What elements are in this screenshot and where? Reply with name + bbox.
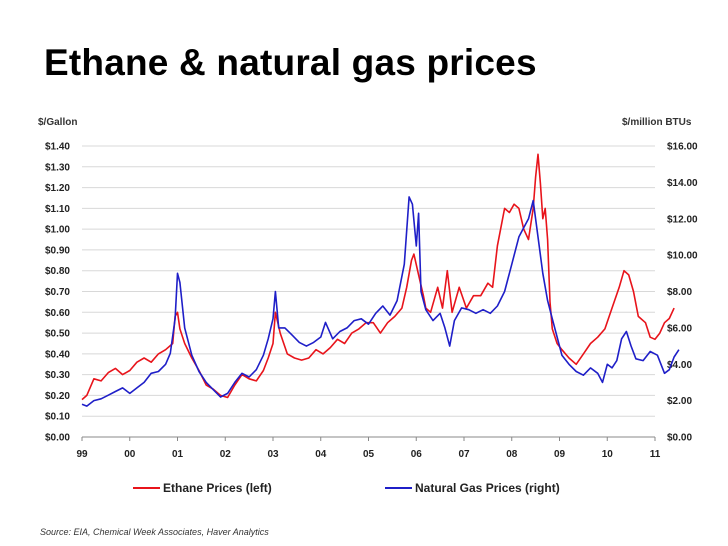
natural-gas-price-line <box>81 196 680 407</box>
left-tick-label: $0.50 <box>45 329 70 340</box>
left-tick-label: $0.10 <box>45 412 70 423</box>
left-tick-label: $0.20 <box>45 391 70 402</box>
right-tick-label: $16.00 <box>667 142 698 153</box>
right-axis-unit-label: $/million BTUs <box>622 117 692 128</box>
x-tick-label: 02 <box>220 449 232 460</box>
right-tick-label: $10.00 <box>667 251 698 262</box>
right-tick-label: $8.00 <box>667 287 692 298</box>
legend: Ethane Prices (left) Natural Gas Prices (… <box>133 481 560 495</box>
x-tick-label: 05 <box>363 449 375 460</box>
left-tick-label: $1.30 <box>45 162 70 173</box>
x-tick-label: 08 <box>506 449 518 460</box>
right-tick-label: $4.00 <box>667 360 692 371</box>
x-tick-label: 04 <box>315 449 327 460</box>
x-tick-label: 11 <box>650 449 661 460</box>
left-tick-label: $0.70 <box>45 287 70 298</box>
x-tick-label: 01 <box>172 449 184 460</box>
left-tick-label: $0.40 <box>45 349 70 360</box>
x-tick-label: 10 <box>602 449 614 460</box>
ethane-price-line <box>81 153 675 401</box>
right-tick-label: $14.00 <box>667 178 698 189</box>
gas-legend-label: Natural Gas Prices (right) <box>415 481 560 495</box>
x-tick-label: 09 <box>554 449 566 460</box>
left-axis-unit-label: $/Gallon <box>38 117 78 128</box>
source-note: Source: EIA, Chemical Week Associates, H… <box>40 527 269 537</box>
ethane-legend-label: Ethane Prices (left) <box>163 481 272 495</box>
axes: $0.00 $0.10 $0.20 $0.30 $0.40 $0.50 $0.60 $0.70… <box>45 142 698 461</box>
x-tick-label: 03 <box>267 449 279 460</box>
series-layer <box>81 153 680 407</box>
left-tick-label: $0.00 <box>45 433 70 444</box>
left-tick-label: $0.80 <box>45 266 70 277</box>
left-tick-label: $1.40 <box>45 142 70 153</box>
x-tick-label: 00 <box>124 449 136 460</box>
x-tick-label: 99 <box>76 449 88 460</box>
left-tick-label: $1.10 <box>45 204 70 215</box>
gridlines <box>82 145 655 438</box>
x-tick-label: 06 <box>411 449 423 460</box>
left-tick-label: $0.90 <box>45 245 70 256</box>
left-tick-label: $0.60 <box>45 308 70 319</box>
left-tick-label: $1.00 <box>45 225 70 236</box>
right-tick-label: $0.00 <box>667 433 692 444</box>
page-title: Ethane & natural gas prices <box>44 42 537 83</box>
left-tick-label: $0.30 <box>45 370 70 381</box>
right-tick-label: $6.00 <box>667 323 692 334</box>
right-tick-label: $12.00 <box>667 214 698 225</box>
right-tick-label: $2.00 <box>667 396 692 407</box>
x-tick-label: 07 <box>458 449 470 460</box>
left-tick-label: $1.20 <box>45 183 70 194</box>
